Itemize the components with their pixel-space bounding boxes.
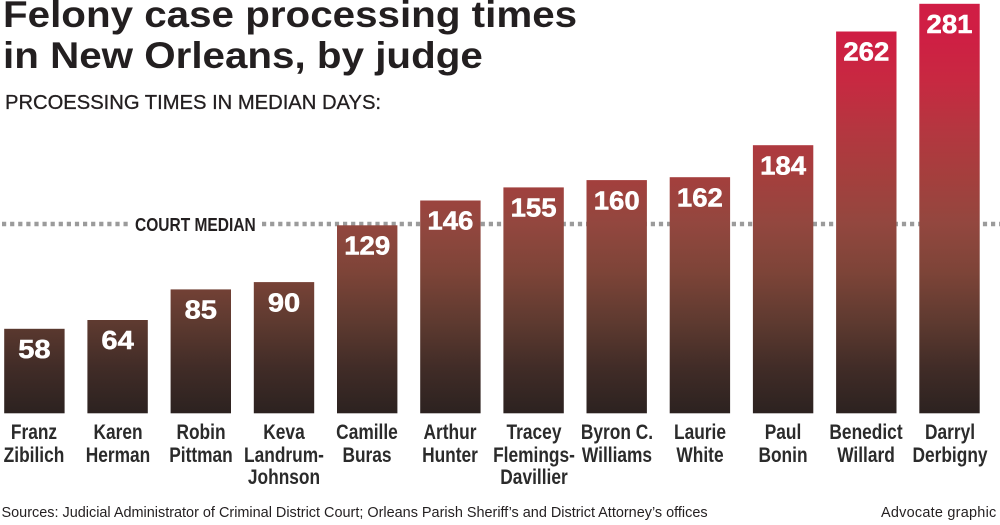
svg-text:90: 90: [268, 288, 300, 317]
svg-text:146: 146: [427, 206, 473, 235]
svg-text:160: 160: [594, 186, 640, 215]
svg-text:281: 281: [927, 10, 973, 39]
svg-text:155: 155: [511, 193, 557, 222]
svg-text:85: 85: [185, 295, 217, 324]
svg-text:129: 129: [344, 231, 390, 260]
svg-text:64: 64: [101, 326, 134, 355]
svg-text:262: 262: [843, 37, 889, 66]
svg-text:162: 162: [677, 183, 723, 212]
svg-text:184: 184: [760, 151, 806, 180]
svg-text:58: 58: [18, 334, 50, 363]
